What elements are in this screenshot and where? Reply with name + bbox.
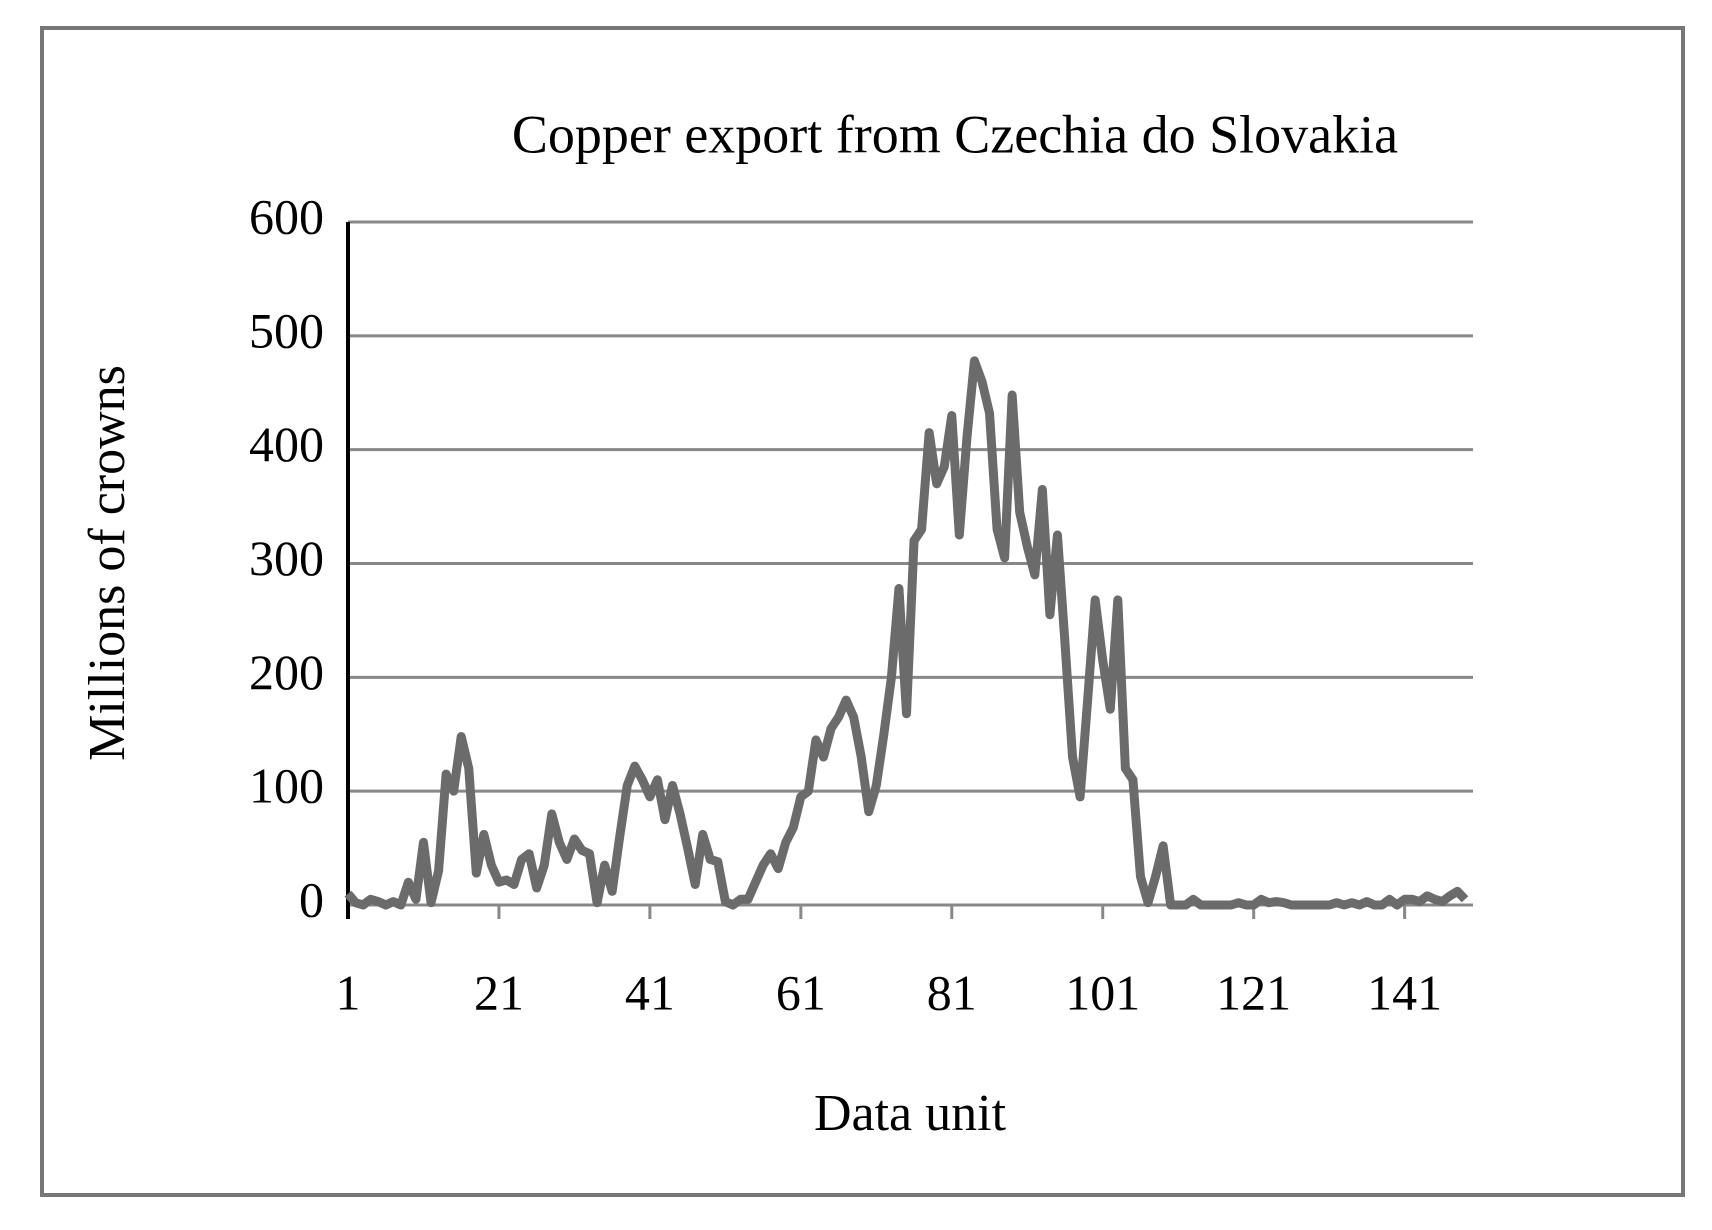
- x-tick-label: 21: [474, 964, 524, 1020]
- x-tick-label: 1: [336, 964, 361, 1020]
- x-tick-label: 61: [776, 964, 826, 1020]
- y-tick-label: 300: [249, 530, 324, 586]
- chart-title: Copper export from Czechia do Slovakia: [512, 104, 1398, 164]
- y-axis-label: Millions of crowns: [79, 365, 136, 761]
- y-tick-label: 600: [249, 188, 324, 244]
- x-tick-label: 81: [927, 964, 977, 1020]
- x-tick-label: 41: [625, 964, 675, 1020]
- y-tick-label: 500: [249, 302, 324, 358]
- y-tick-label: 200: [249, 644, 324, 700]
- x-tick-label: 101: [1065, 964, 1140, 1020]
- x-tick-label: 121: [1216, 964, 1291, 1020]
- data-line: [344, 356, 1469, 910]
- x-tick-label: 141: [1367, 964, 1442, 1020]
- y-tick-label: 100: [249, 758, 324, 814]
- x-axis-label: Data unit: [814, 1085, 1007, 1142]
- y-tick-label: 0: [299, 871, 324, 927]
- y-tick-label: 400: [249, 416, 324, 472]
